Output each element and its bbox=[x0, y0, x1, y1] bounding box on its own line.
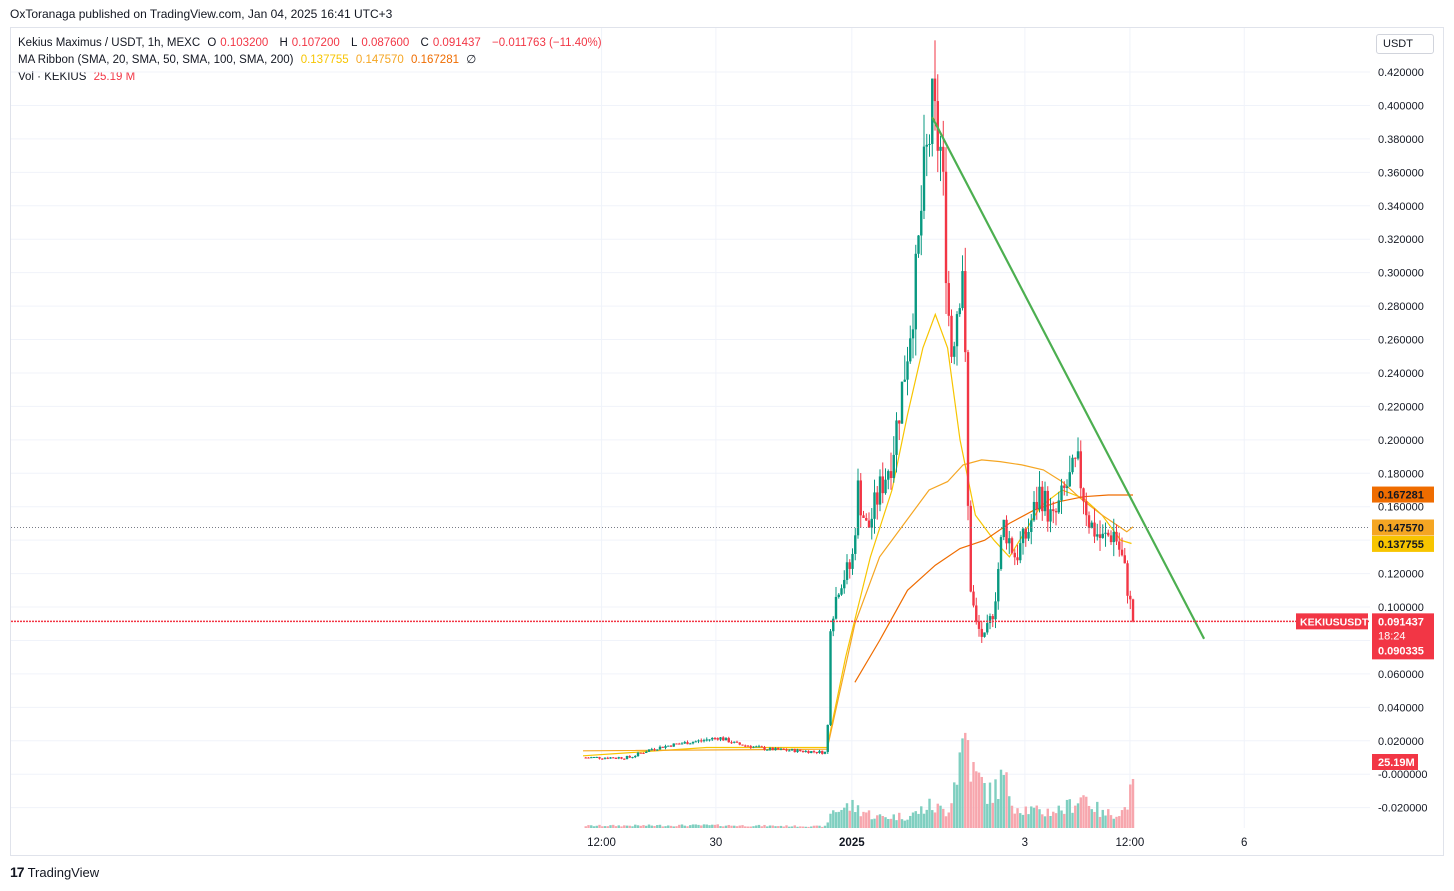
legend-change: −0.011763 (−11.40%) bbox=[492, 37, 602, 49]
legend-vol-label[interactable]: Vol · KEKIUS bbox=[18, 71, 87, 83]
legend-o-label: O bbox=[207, 37, 217, 49]
published-line: OxToranaga published on TradingView.com,… bbox=[10, 7, 393, 21]
tradingview-logo-icon: 17 bbox=[10, 864, 25, 880]
chart-legend: Kekius Maximus / USDT, 1h, MEXC O 0.10320… bbox=[18, 35, 606, 86]
legend-open: 0.103200 bbox=[220, 37, 269, 49]
legend-symbol-row[interactable]: Kekius Maximus / USDT, 1h, MEXC O 0.10320… bbox=[18, 35, 606, 52]
legend-ma-empty-icon: ∅ bbox=[466, 54, 477, 66]
footer-brand-text: TradingView bbox=[27, 864, 100, 880]
currency-button[interactable]: USDT bbox=[1376, 34, 1434, 54]
legend-high: 0.107200 bbox=[291, 37, 340, 49]
footer-brand[interactable]: 17 TradingView bbox=[10, 864, 99, 880]
legend-h-label: H bbox=[279, 37, 288, 49]
legend-ma-label[interactable]: MA Ribbon (SMA, 20, SMA, 50, SMA, 100, S… bbox=[18, 54, 294, 66]
legend-l-label: L bbox=[350, 37, 358, 49]
legend-vol-row[interactable]: Vol · KEKIUS 25.19 M bbox=[18, 69, 606, 86]
legend-ma-row[interactable]: MA Ribbon (SMA, 20, SMA, 50, SMA, 100, S… bbox=[18, 52, 606, 69]
legend-close: 0.091437 bbox=[432, 37, 481, 49]
legend-vol-value: 25.19 M bbox=[93, 71, 136, 83]
chart-frame[interactable] bbox=[10, 27, 1444, 856]
legend-ma2: 0.147570 bbox=[355, 54, 404, 66]
legend-symbol[interactable]: Kekius Maximus / USDT, 1h, MEXC bbox=[18, 37, 201, 49]
legend-ma1: 0.137755 bbox=[300, 54, 349, 66]
legend-ma3: 0.167281 bbox=[411, 54, 459, 66]
legend-c-label: C bbox=[420, 37, 429, 49]
legend-low: 0.087600 bbox=[361, 37, 410, 49]
